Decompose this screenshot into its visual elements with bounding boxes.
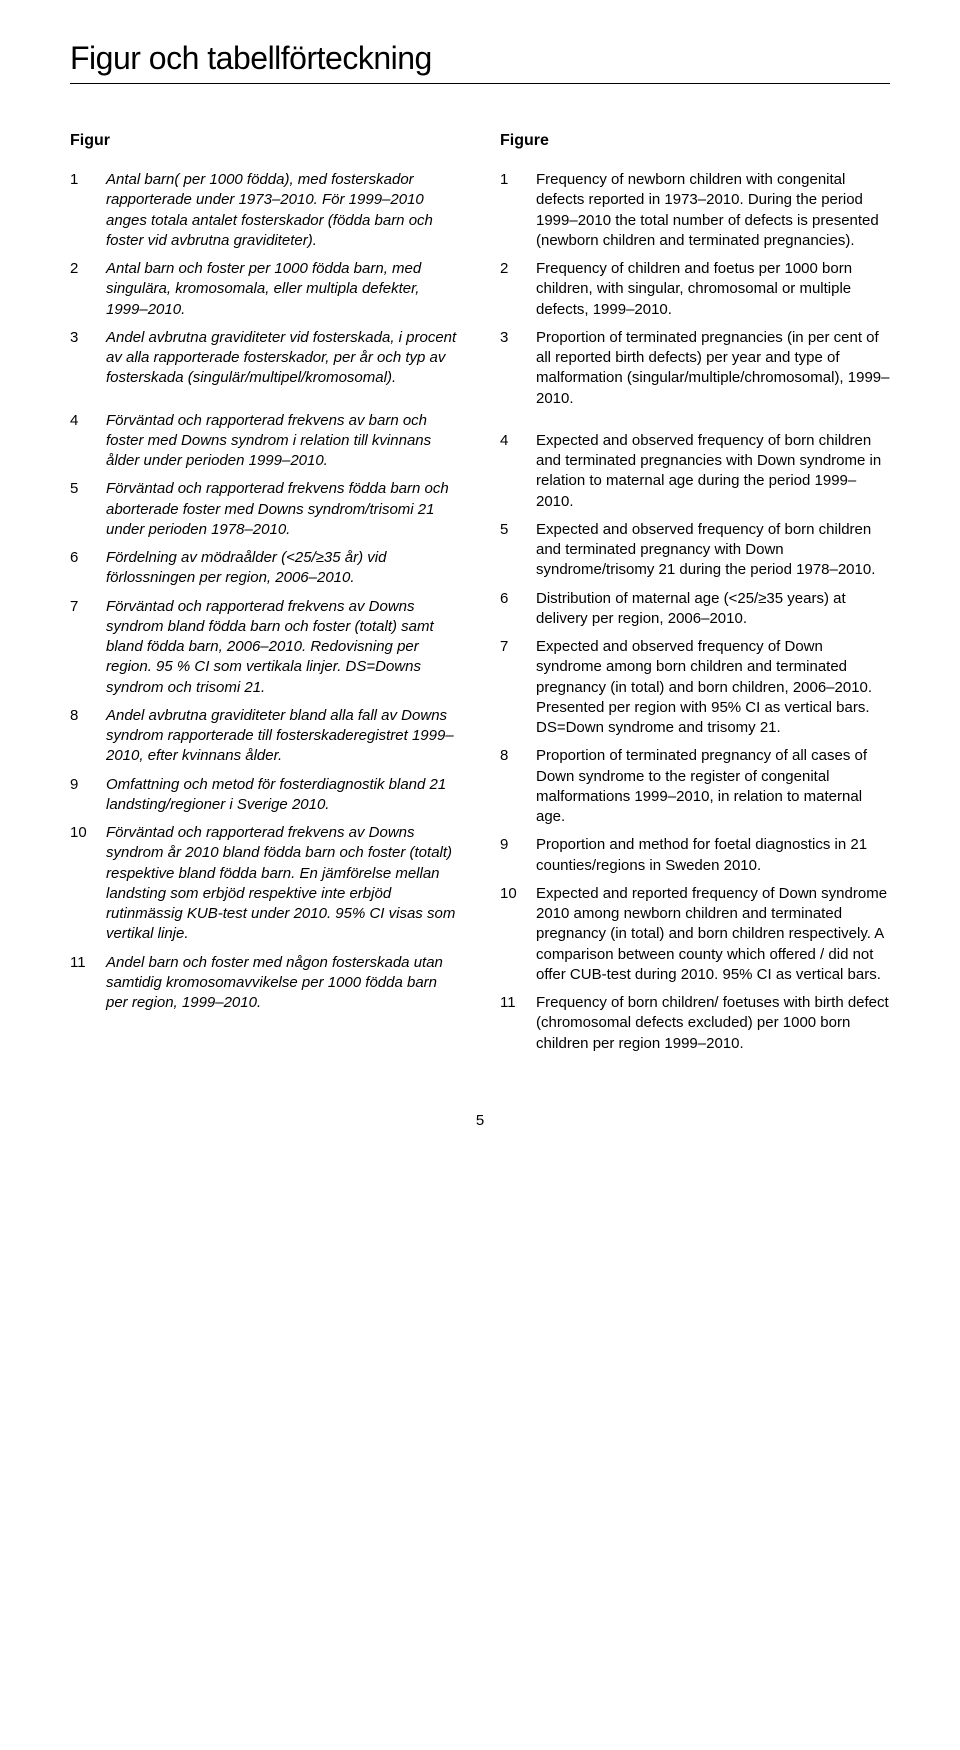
list-item: 6 Distribution of maternal age (<25/≥35 y… [500, 589, 890, 630]
item-text: Omfattning och metod för fosterdiagnosti… [106, 775, 460, 816]
page-title: Figur och tabellförteckning [70, 40, 890, 84]
item-text: Frequency of children and foetus per 100… [536, 259, 890, 320]
item-text: Expected and observed frequency of Down … [536, 637, 890, 738]
list-item: 11 Frequency of born children/ foetuses w… [500, 993, 890, 1054]
item-text: Fördelning av mödraålder (<25/≥35 år) vi… [106, 548, 460, 589]
list-item: 4 Förväntad och rapporterad frekvens av b… [70, 411, 460, 472]
item-text: Förväntad och rapporterad frekvens av Do… [106, 597, 460, 698]
list-item: 3 Proportion of terminated pregnancies (i… [500, 328, 890, 409]
item-text: Frequency of newborn children with conge… [536, 170, 890, 251]
list-item: 1 Frequency of newborn children with cong… [500, 170, 890, 251]
list-item: 1 Antal barn( per 1000 födda), med foster… [70, 170, 460, 251]
item-text: Proportion of terminated pregnancy of al… [536, 746, 890, 827]
item-number: 6 [70, 548, 94, 568]
item-text: Andel avbrutna graviditeter bland alla f… [106, 706, 460, 767]
item-number: 8 [500, 746, 524, 766]
item-text: Proportion of terminated pregnancies (in… [536, 328, 890, 409]
item-text: Expected and observed frequency of born … [536, 520, 890, 581]
item-number: 10 [70, 823, 94, 843]
item-number: 9 [70, 775, 94, 795]
item-text: Andel avbrutna graviditeter vid fostersk… [106, 328, 460, 389]
item-number: 11 [500, 993, 524, 1013]
list-item: 5 Expected and observed frequency of born… [500, 520, 890, 581]
item-number: 1 [70, 170, 94, 190]
left-column-header: Figur [70, 132, 460, 150]
item-number: 7 [70, 597, 94, 617]
left-column: Figur 1 Antal barn( per 1000 födda), med … [70, 132, 460, 1062]
item-text: Antal barn( per 1000 födda), med fosters… [106, 170, 460, 251]
list-item: 10 Expected and reported frequency of Dow… [500, 884, 890, 985]
item-number: 4 [70, 411, 94, 431]
two-column-layout: Figur 1 Antal barn( per 1000 födda), med … [70, 132, 890, 1062]
list-item: 8 Andel avbrutna graviditeter bland alla … [70, 706, 460, 767]
item-number: 9 [500, 835, 524, 855]
item-text: Distribution of maternal age (<25/≥35 ye… [536, 589, 890, 630]
item-number: 8 [70, 706, 94, 726]
list-item: 8 Proportion of terminated pregnancy of a… [500, 746, 890, 827]
list-item: 3 Andel avbrutna graviditeter vid fosters… [70, 328, 460, 389]
item-number: 5 [70, 479, 94, 499]
item-text: Förväntad och rapporterad frekvens av ba… [106, 411, 460, 472]
item-number: 2 [500, 259, 524, 279]
item-number: 4 [500, 431, 524, 451]
group-spacer [500, 417, 890, 431]
item-number: 7 [500, 637, 524, 657]
list-item: 7 Expected and observed frequency of Down… [500, 637, 890, 738]
left-list: 1 Antal barn( per 1000 födda), med foster… [70, 170, 460, 1013]
list-item: 6 Fördelning av mödraålder (<25/≥35 år) v… [70, 548, 460, 589]
list-item: 2 Antal barn och foster per 1000 födda ba… [70, 259, 460, 320]
item-number: 3 [500, 328, 524, 348]
page-number: 5 [70, 1112, 890, 1129]
item-number: 1 [500, 170, 524, 190]
item-number: 11 [70, 953, 94, 973]
item-text: Förväntad och rapporterad frekvens av Do… [106, 823, 460, 945]
list-item: 4 Expected and observed frequency of born… [500, 431, 890, 512]
list-item: 7 Förväntad och rapporterad frekvens av D… [70, 597, 460, 698]
item-text: Förväntad och rapporterad frekvens födda… [106, 479, 460, 540]
list-item: 2 Frequency of children and foetus per 10… [500, 259, 890, 320]
item-number: 2 [70, 259, 94, 279]
group-spacer [70, 397, 460, 411]
item-text: Expected and reported frequency of Down … [536, 884, 890, 985]
list-item: 9 Proportion and method for foetal diagno… [500, 835, 890, 876]
item-number: 5 [500, 520, 524, 540]
list-item: 5 Förväntad och rapporterad frekvens född… [70, 479, 460, 540]
right-column: Figure 1 Frequency of newborn children wi… [500, 132, 890, 1062]
item-text: Andel barn och foster med någon fostersk… [106, 953, 460, 1014]
item-number: 6 [500, 589, 524, 609]
list-item: 9 Omfattning och metod för fosterdiagnost… [70, 775, 460, 816]
item-text: Expected and observed frequency of born … [536, 431, 890, 512]
item-text: Frequency of born children/ foetuses wit… [536, 993, 890, 1054]
right-list: 1 Frequency of newborn children with cong… [500, 170, 890, 1054]
list-item: 10 Förväntad och rapporterad frekvens av … [70, 823, 460, 945]
list-item: 11 Andel barn och foster med någon foster… [70, 953, 460, 1014]
item-number: 3 [70, 328, 94, 348]
right-column-header: Figure [500, 132, 890, 150]
item-text: Proportion and method for foetal diagnos… [536, 835, 890, 876]
item-number: 10 [500, 884, 524, 904]
item-text: Antal barn och foster per 1000 födda bar… [106, 259, 460, 320]
